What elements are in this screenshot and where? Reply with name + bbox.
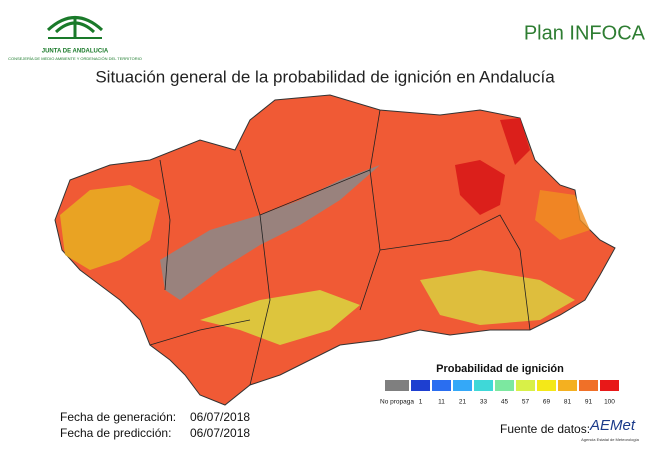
legend-label: 21: [459, 399, 467, 406]
legend-swatch: [385, 380, 409, 391]
legend-swatch: [558, 380, 577, 391]
legend-label: 45: [501, 399, 509, 406]
map-title: Situación general de la probabilidad de …: [95, 67, 555, 86]
plan-title: Plan INFOCA: [524, 22, 646, 44]
logo-name: JUNTA DE ANDALUCIA: [42, 49, 109, 55]
source-name: AEMet: [589, 417, 636, 434]
legend-swatch: [432, 380, 451, 391]
source-full: Agencia Estatal de Meteorología: [581, 437, 640, 442]
legend-label: 81: [564, 399, 572, 406]
legend-swatch: [516, 380, 535, 391]
region-map: [54, 94, 616, 406]
legend-swatch: [495, 380, 514, 391]
legend-label: 11: [438, 399, 445, 406]
legend-label: 1: [419, 399, 423, 406]
legend: No propaga 1 11 21 33 45 57 69 81 91 100: [380, 380, 619, 406]
generation-label: Fecha de generación:: [60, 410, 176, 424]
legend-swatch: [453, 380, 472, 391]
legend-swatch: [600, 380, 619, 391]
legend-label: 57: [522, 399, 530, 406]
legend-swatch: [537, 380, 556, 391]
logo-department: CONSEJERÍA DE MEDIO AMBIENTE Y ORDENACIÓ…: [8, 56, 142, 61]
legend-label: 91: [585, 399, 593, 406]
legend-label: 100: [604, 399, 615, 406]
legend-label: 69: [543, 399, 551, 406]
source-label: Fuente de datos:: [500, 422, 590, 436]
prediction-date: 06/07/2018: [190, 426, 250, 440]
logo: [46, 16, 104, 39]
legend-swatch: [474, 380, 493, 391]
legend-label: No propaga: [380, 399, 414, 406]
generation-date: 06/07/2018: [190, 410, 250, 424]
legend-swatch: [579, 380, 598, 391]
legend-label: 33: [480, 399, 488, 406]
legend-title: Probabilidad de ignición: [436, 363, 564, 375]
legend-swatch: [411, 380, 430, 391]
prediction-label: Fecha de predicción:: [60, 426, 171, 440]
